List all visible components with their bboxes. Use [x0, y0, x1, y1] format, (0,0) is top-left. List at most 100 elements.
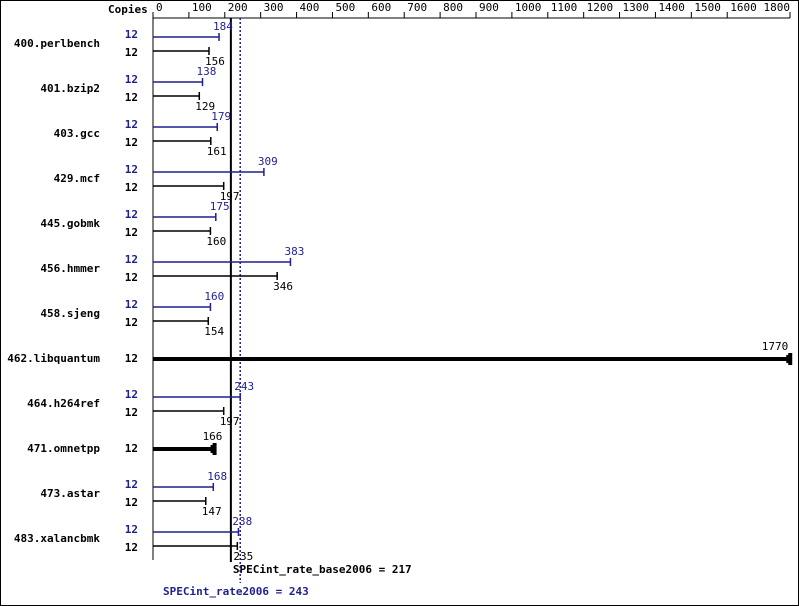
reference-label: SPECint_rate_base2006 = 217	[233, 563, 412, 576]
value-label: 1770	[762, 340, 789, 353]
copies-label: 12	[125, 496, 138, 509]
bar	[153, 47, 210, 55]
value-label: 166	[203, 430, 223, 443]
x-tick-label: 1500	[694, 1, 721, 14]
category-label: 401.bzip2	[40, 82, 100, 95]
bar	[153, 227, 212, 235]
category-label: 403.gcc	[54, 127, 100, 140]
x-tick-label: 300	[264, 1, 284, 14]
copies-label: 12	[125, 118, 138, 131]
bar	[153, 443, 217, 455]
value-label: 156	[205, 55, 225, 68]
bar	[153, 303, 212, 311]
bar	[153, 393, 241, 401]
copies-label: 12	[125, 73, 138, 86]
category-label: 464.h264ref	[27, 397, 100, 410]
value-label: 179	[211, 110, 231, 123]
value-label: 309	[258, 155, 278, 168]
bar	[153, 123, 218, 131]
bar	[153, 542, 239, 550]
x-tick-label: 1300	[623, 1, 650, 14]
value-label: 160	[206, 235, 226, 248]
category-label: 429.mcf	[54, 172, 100, 185]
category-label: 445.gobmk	[40, 217, 100, 230]
x-tick-label: 100	[192, 1, 212, 14]
copies-label: 12	[125, 28, 138, 41]
value-label: 243	[234, 380, 254, 393]
value-label: 138	[197, 65, 217, 78]
x-tick-label: 200	[228, 1, 248, 14]
x-tick-label: 1400	[658, 1, 685, 14]
copies-label: 12	[125, 352, 138, 365]
copies-label: 12	[125, 298, 138, 311]
copies-label: 12	[125, 541, 138, 554]
bar	[153, 168, 265, 176]
x-tick-label: 0	[156, 1, 163, 14]
copies-label: 12	[125, 442, 138, 455]
value-label: 160	[204, 290, 224, 303]
value-label: 235	[233, 550, 253, 563]
value-label: 197	[220, 415, 240, 428]
x-tick-label: 900	[479, 1, 499, 14]
copies-label: 12	[125, 226, 138, 239]
value-label: 161	[207, 145, 227, 158]
bar	[153, 407, 225, 415]
x-tick-label: 1100	[551, 1, 578, 14]
value-label: 383	[284, 245, 304, 258]
value-label: 147	[202, 505, 222, 518]
bar	[153, 213, 217, 221]
category-label: 471.omnetpp	[27, 442, 100, 455]
bar	[153, 272, 278, 280]
category-label: 456.hmmer	[40, 262, 100, 275]
x-tick-label: 1600	[730, 1, 757, 14]
value-label: 184	[213, 20, 233, 33]
x-tick-label: 1200	[587, 1, 614, 14]
copies-label: 12	[125, 388, 138, 401]
x-tick-label: 1800	[764, 1, 791, 14]
value-label: 197	[220, 190, 240, 203]
bar	[153, 528, 240, 536]
copies-label: 12	[125, 316, 138, 329]
bar	[153, 317, 210, 325]
x-tick-label: 700	[407, 1, 427, 14]
category-label: 483.xalancbmk	[14, 532, 100, 545]
copies-label: 12	[125, 208, 138, 221]
x-tick-label: 1000	[515, 1, 542, 14]
value-label: 238	[232, 515, 252, 528]
bar	[153, 497, 207, 505]
category-label: 400.perlbench	[14, 37, 100, 50]
value-label: 168	[207, 470, 227, 483]
bar	[153, 258, 292, 266]
bar	[153, 137, 212, 145]
category-label: 462.libquantum	[7, 352, 100, 365]
copies-label: 12	[125, 181, 138, 194]
x-tick-label: 400	[300, 1, 320, 14]
copies-label: 12	[125, 271, 138, 284]
copies-header: Copies	[108, 3, 148, 16]
copies-label: 12	[125, 163, 138, 176]
value-label: 175	[210, 200, 230, 213]
copies-label: 12	[125, 91, 138, 104]
x-tick-label: 600	[371, 1, 391, 14]
bar	[153, 483, 215, 491]
copies-label: 12	[125, 406, 138, 419]
category-label: 473.astar	[40, 487, 100, 500]
value-label: 129	[195, 100, 215, 113]
category-label: 458.sjeng	[40, 307, 100, 320]
bar	[153, 353, 793, 365]
bar	[153, 78, 204, 86]
bar	[153, 182, 225, 190]
copies-label: 12	[125, 253, 138, 266]
bar	[153, 92, 201, 100]
copies-label: 12	[125, 478, 138, 491]
value-label: 154	[204, 325, 224, 338]
reference-label: SPECint_rate2006 = 243	[163, 585, 309, 598]
copies-label: 12	[125, 46, 138, 59]
copies-label: 12	[125, 136, 138, 149]
value-label: 346	[273, 280, 293, 293]
copies-label: 12	[125, 523, 138, 536]
x-tick-label: 800	[443, 1, 463, 14]
